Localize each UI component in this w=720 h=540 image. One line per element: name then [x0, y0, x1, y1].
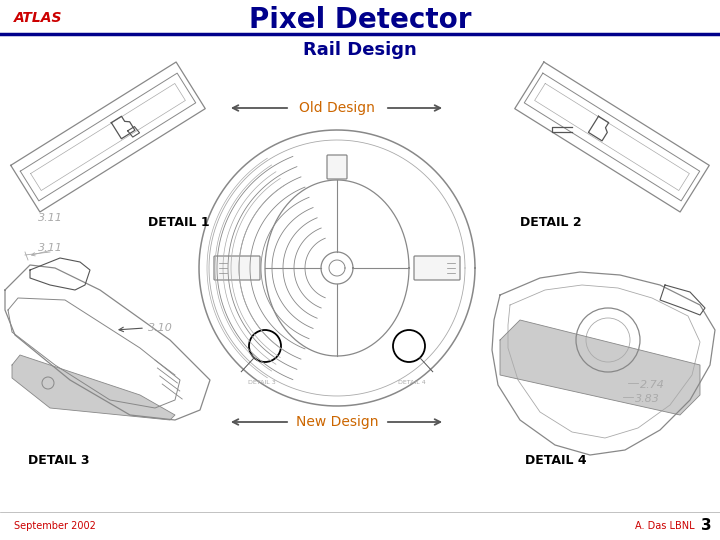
Text: September 2002: September 2002 — [14, 521, 96, 531]
Text: DETAIL 4: DETAIL 4 — [525, 454, 587, 467]
Text: 3.10: 3.10 — [148, 323, 173, 333]
Text: DETAIL 2: DETAIL 2 — [520, 215, 582, 228]
Text: 3.83: 3.83 — [635, 394, 660, 404]
Text: DETAIL 4: DETAIL 4 — [398, 381, 426, 386]
FancyBboxPatch shape — [327, 155, 347, 179]
Polygon shape — [500, 320, 700, 415]
Text: 3.11: 3.11 — [38, 213, 63, 223]
Text: DETAIL 3: DETAIL 3 — [248, 381, 276, 386]
Text: A. Das LBNL: A. Das LBNL — [635, 521, 695, 531]
Text: Old Design: Old Design — [299, 101, 375, 115]
Text: New Design: New Design — [296, 415, 378, 429]
FancyBboxPatch shape — [414, 256, 460, 280]
Text: DETAIL 3: DETAIL 3 — [28, 454, 89, 467]
Text: Pixel Detector: Pixel Detector — [248, 6, 472, 34]
Text: 2.74: 2.74 — [640, 380, 665, 390]
Text: DETAIL 1: DETAIL 1 — [148, 215, 210, 228]
FancyBboxPatch shape — [214, 256, 260, 280]
Text: ATLAS: ATLAS — [14, 11, 63, 25]
Text: Rail Design: Rail Design — [303, 41, 417, 59]
Text: 3.11: 3.11 — [38, 243, 63, 253]
Polygon shape — [12, 355, 175, 420]
Text: 3: 3 — [701, 518, 711, 534]
